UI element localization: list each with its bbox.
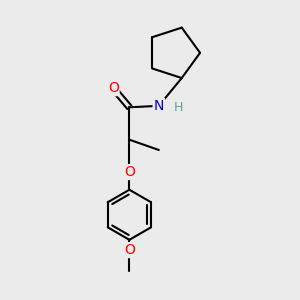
Text: O: O [124,243,135,257]
Text: N: N [154,99,164,113]
Text: O: O [124,165,135,179]
Text: H: H [173,101,183,114]
Text: O: O [108,81,118,95]
